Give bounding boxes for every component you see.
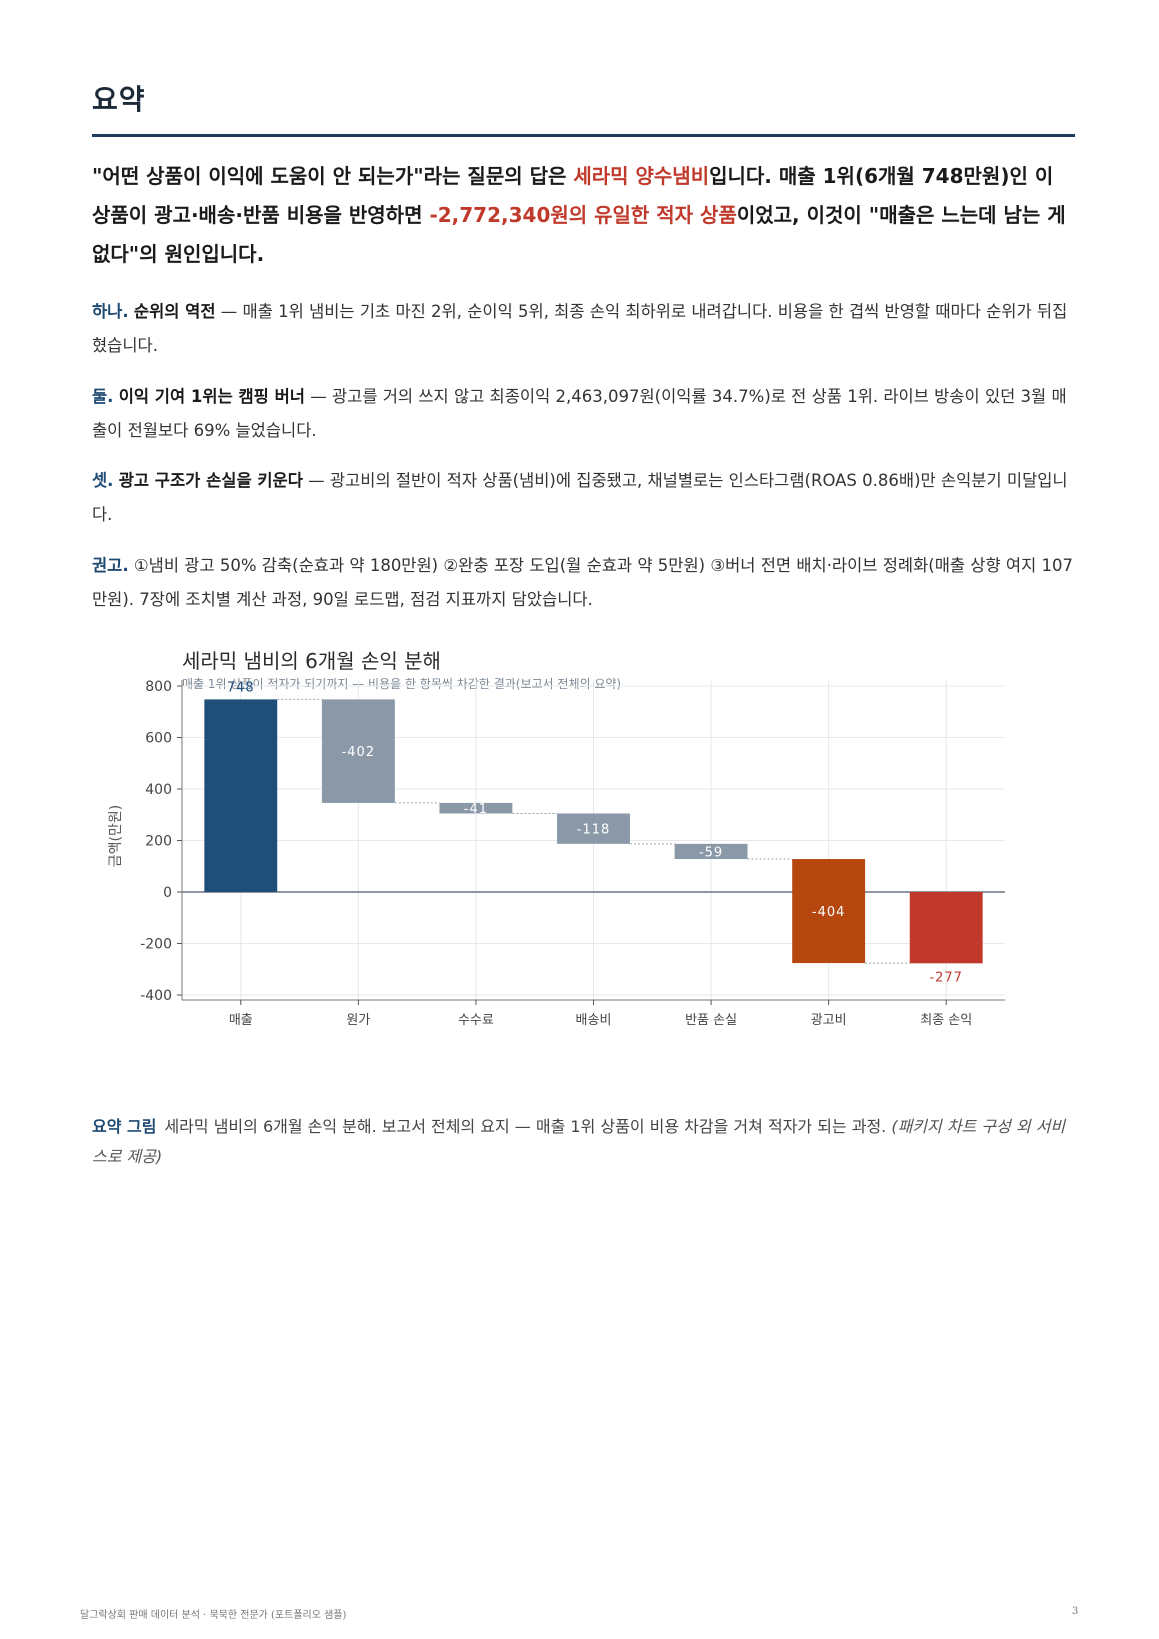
finding-2-term: 이익 기여 1위는 캠핑 버너 [118,387,305,406]
finding-1-term: 순위의 역전 [133,302,216,321]
data-label: 748 [227,680,255,695]
plot-area: 800 600 400 200 0 -200 -400 748 매출 -402 원가 -41 수수료 -1… [140,679,1005,1028]
data-label: -402 [342,745,376,760]
section-title: 요약 [92,83,146,116]
title-divider [92,134,1075,137]
bar-매출 [204,699,278,892]
recommendation-text: ①냄비 광고 50% 감축(순효과 약 180만원) ②완충 포장 도입(월 순… [92,556,1074,609]
x-tick-label: 최종 손익 [920,1013,972,1028]
lead-text-2: 입니다. 매출 1위(6개월 748만원)인 이 상품이 광고·배송·반품 비용… [92,164,1054,227]
data-label: -59 [699,845,723,860]
recommendation: 권고. ①냄비 광고 50% 감축(순효과 약 180만원) ②완충 포장 도입… [92,549,1075,617]
x-tick-label: 광고비 [811,1013,847,1028]
finding-1: 하나. 순위의 역전 — 매출 1위 냄비는 기초 마진 2위, 순이익 5위,… [92,295,1075,363]
y-tick-label: -200 [140,937,172,953]
data-label: -404 [812,905,846,920]
y-tick-label: 200 [145,834,172,850]
y-tick-label: 800 [145,679,172,695]
bar-배송비 [557,813,630,844]
caption-note: (패키지 차트 구성 외 서비스로 제공) [92,1117,1066,1166]
footer-document-title: 달그락상회 판매 데이터 분석 · 묵묵한 전문가 (포트폴리오 샘플) [80,1610,347,1621]
y-tick-label: 400 [145,782,172,798]
x-tick-label: 수수료 [458,1013,494,1028]
data-label: -118 [577,823,611,838]
finding-3: 셋. 광고 구조가 손실을 키운다 — 광고비의 절반이 적자 상품(냄비)에 … [92,464,1075,532]
footer-page-number: 3 [1072,1606,1079,1617]
x-tick-label: 매출 [229,1013,253,1028]
chart-title: 세라믹 냄비의 6개월 손익 분해 [182,649,441,673]
y-axis-label: 금액(만원) [108,805,124,867]
bar-최종 손익 [909,892,983,964]
bar-원가 [321,699,395,803]
y-tick-label: 0 [163,885,172,901]
finding-1-text: — 매출 1위 냄비는 기초 마진 2위, 순이익 5위, 최종 손익 최하위로… [92,302,1068,355]
figure-caption: 요약 그림 세라믹 냄비의 6개월 손익 분해. 보고서 전체의 요지 — 매출 … [92,1112,1075,1172]
lead-highlight-loss: -2,772,340원의 유일한 적자 상품 [429,203,737,227]
bar-반품 손실 [674,843,748,860]
data-label: -277 [929,970,963,985]
lead-text-3: 이었고, 이것이 "매출은 느는데 남는 게 없다"의 원인입니다. [92,203,1066,266]
recommendation-label: 권고. [92,556,129,575]
y-tick-label: 600 [145,731,172,747]
y-tick-label: -400 [140,988,172,1004]
finding-2: 둘. 이익 기여 1위는 캠핑 버너 — 광고를 거의 쓰지 않고 최종이익 2… [92,380,1075,448]
x-tick-label: 반품 손실 [685,1013,737,1028]
lead-paragraph: "어떤 상품이 이익에 도움이 안 되는가"라는 질문의 답은 세라믹 양수냄비… [92,157,1075,274]
finding-2-label: 둘. [92,387,114,406]
finding-3-term: 광고 구조가 손실을 키운다 [118,471,303,490]
finding-1-label: 하나. [92,302,129,321]
chart-subtitle: 매출 1위 상품이 적자가 되기까지 — 비용을 한 항목씩 차감한 결과(보고… [182,676,621,691]
bar-수수료 [439,802,513,814]
waterfall-chart: 세라믹 냄비의 6개월 손익 분해 매출 1위 상품이 적자가 되기까지 — 비… [108,649,1005,1028]
finding-3-text: — 광고비의 절반이 적자 상품(냄비)에 집중됐고, 채널별로는 인스타그램(… [92,471,1068,524]
caption-label: 요약 그림 [92,1117,157,1136]
x-tick-label: 배송비 [576,1013,612,1028]
finding-2-text: — 광고를 거의 쓰지 않고 최종이익 2,463,097원(이익률 34.7%… [92,387,1067,440]
finding-3-label: 셋. [92,471,114,490]
lead-text-1: "어떤 상품이 이익에 도움이 안 되는가"라는 질문의 답은 [92,164,574,188]
caption-text: 세라믹 냄비의 6개월 손익 분해. 보고서 전체의 요지 — 매출 1위 상품… [164,1117,892,1136]
data-label: -41 [464,802,488,817]
bar-광고비 [792,859,866,964]
lead-highlight-product: 세라믹 양수냄비 [573,164,710,188]
x-tick-label: 원가 [346,1013,370,1028]
